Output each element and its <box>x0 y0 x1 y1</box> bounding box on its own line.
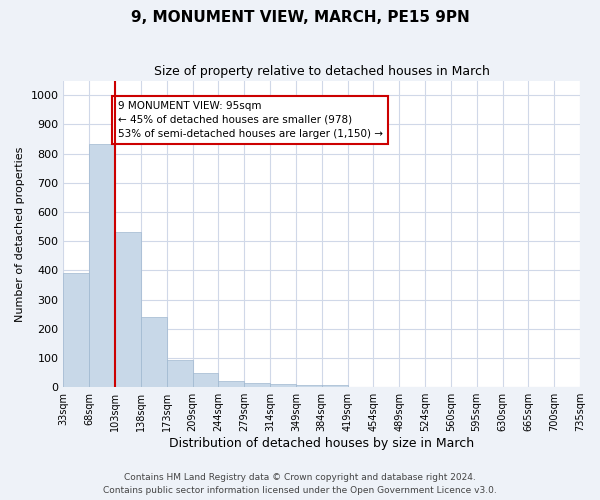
Bar <box>296 385 322 387</box>
Bar <box>167 360 193 387</box>
X-axis label: Distribution of detached houses by size in March: Distribution of detached houses by size … <box>169 437 474 450</box>
Y-axis label: Number of detached properties: Number of detached properties <box>15 146 25 322</box>
Title: Size of property relative to detached houses in March: Size of property relative to detached ho… <box>154 65 490 78</box>
Bar <box>89 144 115 387</box>
Bar <box>115 232 141 387</box>
Text: 9, MONUMENT VIEW, MARCH, PE15 9PN: 9, MONUMENT VIEW, MARCH, PE15 9PN <box>131 10 469 25</box>
Bar <box>141 317 167 387</box>
Text: 9 MONUMENT VIEW: 95sqm
← 45% of detached houses are smaller (978)
53% of semi-de: 9 MONUMENT VIEW: 95sqm ← 45% of detached… <box>118 101 383 139</box>
Bar <box>218 382 244 387</box>
Bar <box>193 372 218 387</box>
Bar <box>322 385 347 387</box>
Text: Contains HM Land Registry data © Crown copyright and database right 2024.
Contai: Contains HM Land Registry data © Crown c… <box>103 474 497 495</box>
Bar <box>270 384 296 387</box>
Bar <box>64 274 89 387</box>
Bar <box>244 383 270 387</box>
